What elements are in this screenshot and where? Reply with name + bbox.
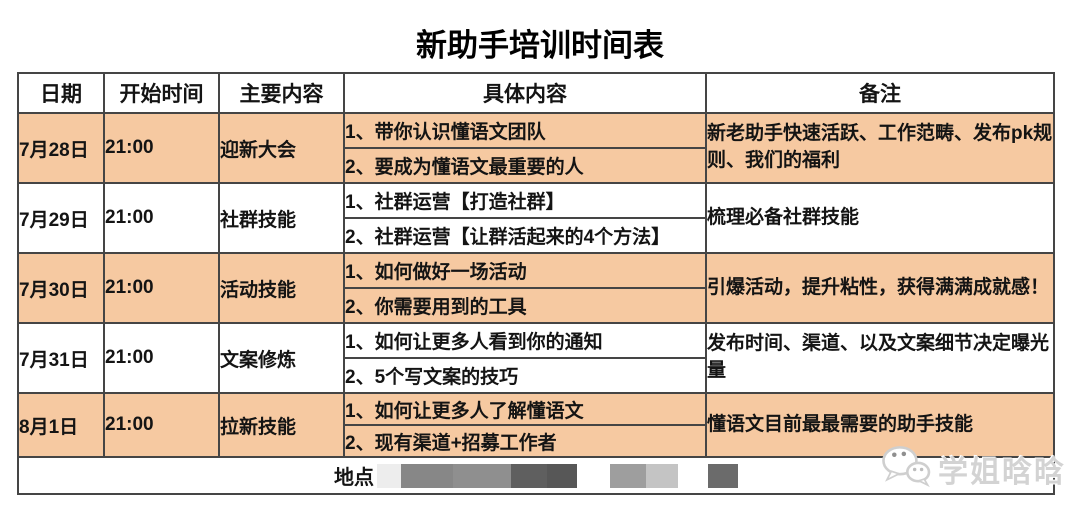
schedule-row: 7月29日 21:00 社群技能 1、社群运营【打造社群】 梳理必备社群技能	[17, 182, 1055, 254]
detail-item-1: 1、带你认识懂语文团队	[343, 112, 707, 149]
date-cell: 7月28日	[17, 112, 105, 184]
training-schedule-table: 日期 开始时间 主要内容 具体内容 备注 7月28日 21:00 迎新大会 1、带你认…	[17, 72, 1055, 495]
time-cell: 21:00	[103, 112, 220, 184]
date-cell: 7月29日	[17, 182, 105, 254]
topic-cell: 活动技能	[218, 252, 345, 324]
topic-cell: 拉新技能	[218, 392, 345, 458]
topic-cell: 文案修炼	[218, 322, 345, 394]
detail-item-1: 1、如何做好一场活动	[343, 252, 707, 289]
detail-item-1: 1、如何让更多人看到你的通知	[343, 322, 707, 359]
redacted-blocks	[610, 463, 678, 488]
detail-item-2: 2、社群运营【让群活起来的4个方法】	[343, 217, 707, 254]
header-detail-content: 具体内容	[343, 72, 707, 114]
note-cell: 引爆活动，提升粘性，获得满满成就感！	[705, 252, 1055, 324]
location-row: 地点	[17, 456, 1055, 495]
redaction-block	[646, 463, 678, 488]
schedule-row-sub: 2、社群运营【让群活起来的4个方法】	[18, 217, 1054, 254]
redaction-block	[708, 463, 738, 488]
redacted-content	[374, 463, 738, 488]
date-cell: 8月1日	[17, 392, 105, 458]
header-date: 日期	[17, 72, 105, 114]
schedule-row-sub: 2、5个写文案的技巧	[18, 357, 1054, 394]
detail-item-1: 1、社群运营【打造社群】	[343, 182, 707, 219]
note-cell: 发布时间、渠道、以及文案细节决定曝光量	[705, 322, 1055, 394]
redaction-block	[610, 463, 646, 488]
date-cell: 7月30日	[17, 252, 105, 324]
time-cell: 21:00	[103, 392, 220, 458]
location-cell: 地点	[17, 456, 1055, 495]
redacted-blocks	[377, 463, 577, 488]
header-main-content: 主要内容	[218, 72, 345, 114]
note-cell: 新老助手快速活跃、工作范畴、发布pk规则、我们的福利	[705, 112, 1055, 184]
detail-item-2: 2、现有渠道+招募工作者	[343, 424, 707, 458]
schedule-row: 7月31日 21:00 文案修炼 1、如何让更多人看到你的通知 发布时间、渠道、以及文案…	[17, 322, 1055, 394]
location-label: 地点	[334, 467, 374, 489]
schedule-row-sub: 2、要成为懂语文最重要的人	[18, 147, 1054, 184]
schedule-row-sub: 2、你需要用到的工具	[18, 287, 1054, 324]
date-cell: 7月31日	[17, 322, 105, 394]
header-start-time: 开始时间	[103, 72, 220, 114]
schedule-row: 8月1日 21:00 拉新技能 1、如何让更多人了解懂语文 懂语文目前最最需要的助手技能	[17, 392, 1055, 458]
redaction-block	[401, 463, 453, 488]
time-cell: 21:00	[103, 182, 220, 254]
redaction-block	[547, 463, 577, 488]
detail-item-1: 1、如何让更多人了解懂语文	[343, 392, 707, 426]
time-cell: 21:00	[103, 322, 220, 394]
note-cell: 懂语文目前最最需要的助手技能	[705, 392, 1055, 458]
detail-item-2: 2、要成为懂语文最重要的人	[343, 147, 707, 184]
redaction-block	[377, 463, 401, 488]
header-row: 日期 开始时间 主要内容 具体内容 备注	[17, 72, 1055, 114]
time-cell: 21:00	[103, 252, 220, 324]
redaction-block	[453, 463, 511, 488]
page-title: 新助手培训时间表	[416, 28, 664, 63]
note-cell: 梳理必备社群技能	[705, 182, 1055, 254]
schedule-row: 7月30日 21:00 活动技能 1、如何做好一场活动 引爆活动，提升粘性，获得满满成就…	[17, 252, 1055, 324]
detail-item-2: 2、你需要用到的工具	[343, 287, 707, 324]
redacted-blocks	[708, 463, 738, 488]
schedule-row-sub: 2、现有渠道+招募工作者	[18, 424, 1054, 458]
detail-item-2: 2、5个写文案的技巧	[343, 357, 707, 394]
topic-cell: 社群技能	[218, 182, 345, 254]
redaction-block	[511, 463, 547, 488]
topic-cell: 迎新大会	[218, 112, 345, 184]
schedule-row: 7月28日 21:00 迎新大会 1、带你认识懂语文团队 新老助手快速活跃、工作范畴、发…	[17, 112, 1055, 184]
header-notes: 备注	[705, 72, 1055, 114]
